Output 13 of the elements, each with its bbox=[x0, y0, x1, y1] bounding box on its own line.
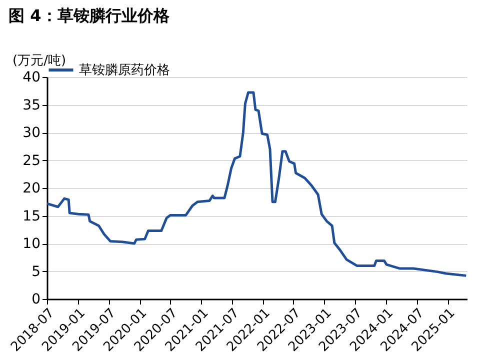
y-tick-label: 0 bbox=[32, 292, 40, 308]
y-tick-label: 30 bbox=[22, 125, 40, 141]
chart-title: 图 4：草铵膦行业价格 bbox=[8, 6, 170, 25]
line-series bbox=[46, 91, 468, 277]
y-tick-label: 15 bbox=[22, 208, 40, 224]
y-tick-label: 25 bbox=[22, 152, 40, 169]
y-tick-label: 40 bbox=[22, 70, 40, 86]
y-axis-title: (万元/吨) bbox=[12, 54, 66, 68]
y-tick-label: 10 bbox=[22, 236, 40, 252]
y-tick-label: 35 bbox=[22, 97, 40, 114]
legend-label: 草铵膦原药价格 bbox=[79, 63, 170, 78]
y-tick-label: 5 bbox=[32, 264, 40, 280]
y-tick-label: 20 bbox=[22, 180, 40, 196]
